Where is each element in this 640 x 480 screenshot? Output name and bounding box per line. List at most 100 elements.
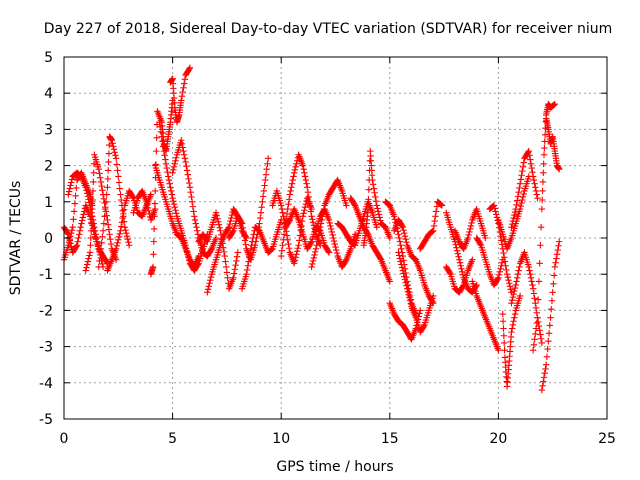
- data-point: [498, 237, 505, 244]
- data-point: [249, 238, 256, 245]
- series-arc42: [542, 115, 563, 173]
- data-point: [497, 265, 504, 272]
- data-point: [82, 184, 89, 191]
- data-point: [262, 176, 269, 184]
- data-point: [261, 182, 268, 189]
- y-tick-label: 2: [44, 159, 53, 175]
- data-point: [73, 243, 80, 250]
- data-point: [299, 213, 307, 220]
- data-point: [247, 245, 254, 253]
- data-point: [86, 202, 94, 209]
- data-point: [161, 152, 168, 159]
- data-point: [430, 227, 437, 234]
- data-point: [185, 175, 192, 183]
- series-arc4: [82, 151, 120, 274]
- data-point: [417, 307, 424, 314]
- data-point: [537, 242, 544, 249]
- data-point: [402, 236, 409, 243]
- data-point: [514, 271, 522, 278]
- data-point: [169, 169, 176, 177]
- data-point: [325, 249, 333, 256]
- data-point: [278, 252, 285, 260]
- data-point: [407, 300, 414, 307]
- data-point: [534, 314, 541, 321]
- data-point: [309, 219, 317, 226]
- data-point: [395, 249, 402, 256]
- data-point: [190, 208, 197, 215]
- data-point: [556, 238, 563, 245]
- data-point: [304, 188, 312, 196]
- data-point: [300, 210, 307, 217]
- data-point: [172, 157, 179, 164]
- series-arc24: [360, 147, 393, 249]
- data-point: [404, 288, 412, 295]
- data-point: [529, 173, 537, 180]
- data-point: [503, 271, 511, 278]
- data-point: [535, 278, 543, 285]
- data-point: [473, 281, 480, 289]
- data-point: [291, 260, 298, 267]
- data-point: [545, 337, 552, 345]
- data-point: [112, 152, 119, 159]
- data-point: [364, 205, 372, 213]
- series-arc11: [156, 118, 211, 274]
- data-point: [396, 252, 403, 259]
- data-point: [183, 167, 191, 174]
- data-point: [403, 285, 411, 292]
- data-point: [280, 236, 287, 244]
- data-point: [144, 204, 152, 212]
- data-point: [262, 171, 270, 178]
- data-point: [232, 261, 239, 269]
- data-point: [207, 277, 214, 284]
- data-point: [115, 233, 123, 240]
- data-point: [333, 249, 341, 257]
- data-point: [550, 101, 558, 108]
- data-point: [301, 169, 308, 177]
- data-point: [532, 184, 539, 191]
- data-point: [495, 347, 502, 354]
- data-point: [71, 200, 79, 207]
- data-point: [376, 214, 383, 221]
- data-point: [122, 226, 129, 234]
- data-point: [508, 296, 516, 304]
- data-point: [238, 219, 245, 226]
- data-point: [183, 245, 190, 252]
- data-point: [467, 222, 475, 230]
- data-point: [310, 254, 317, 262]
- data-point: [178, 93, 186, 100]
- x-tick-label: 10: [272, 431, 290, 447]
- data-point: [541, 138, 548, 145]
- data-point: [541, 131, 549, 139]
- data-point: [98, 182, 105, 190]
- series-arc20: [308, 176, 350, 271]
- data-point: [308, 263, 315, 271]
- data-point: [455, 253, 462, 260]
- data-point: [88, 213, 96, 220]
- data-point: [554, 246, 561, 254]
- data-point: [98, 239, 105, 247]
- data-point: [212, 234, 220, 242]
- data-point: [151, 213, 158, 220]
- data-point: [231, 266, 239, 273]
- series-arc33: [469, 278, 502, 354]
- data-point: [145, 207, 152, 215]
- data-point: [191, 213, 198, 220]
- data-point: [390, 213, 398, 220]
- data-point: [192, 220, 199, 227]
- data-point: [500, 325, 507, 332]
- data-point: [214, 215, 221, 222]
- data-point: [313, 242, 320, 249]
- data-point: [278, 205, 286, 213]
- data-point: [526, 152, 533, 159]
- data-point: [516, 263, 523, 271]
- data-point: [301, 207, 308, 214]
- data-point: [84, 193, 92, 200]
- data-point: [500, 339, 508, 347]
- data-point: [70, 216, 77, 223]
- data-point: [519, 163, 527, 171]
- data-point: [109, 140, 116, 147]
- data-point: [87, 234, 94, 242]
- data-point: [224, 274, 231, 282]
- data-point: [163, 164, 171, 172]
- data-point: [173, 154, 180, 161]
